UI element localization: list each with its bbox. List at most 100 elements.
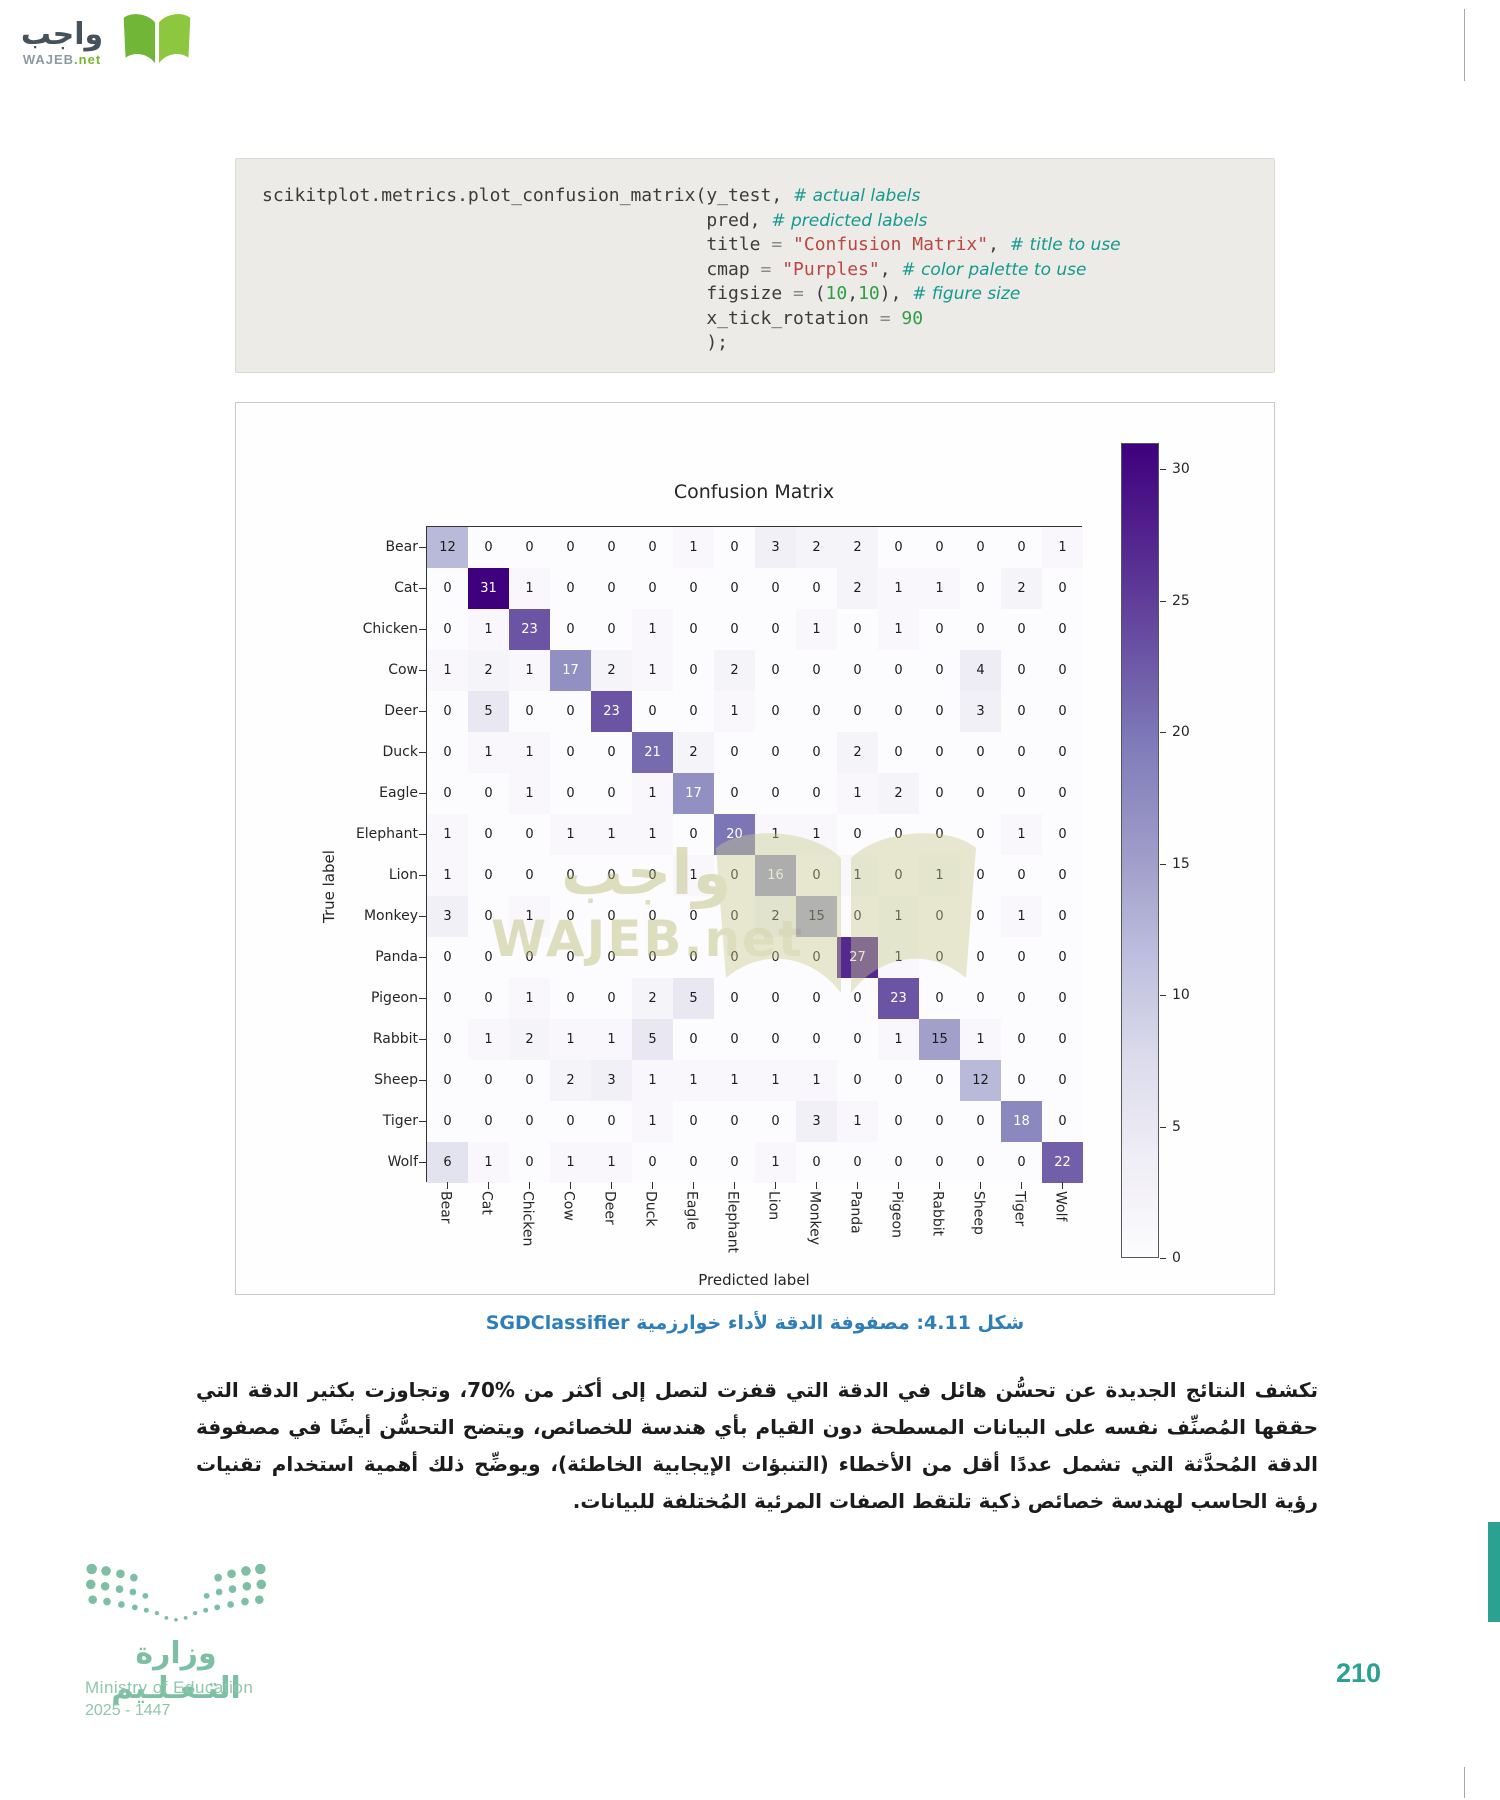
- wajeb-domain-text: WAJEB.net: [12, 52, 112, 67]
- wajeb-net-suffix: .net: [74, 51, 102, 67]
- matrix-cell: 0: [509, 814, 550, 855]
- matrix-cell: 0: [550, 732, 591, 773]
- xtick-mark: [487, 1182, 489, 1189]
- matrix-cell: 0: [1042, 814, 1083, 855]
- ytick-label: Wolf: [387, 1153, 418, 1170]
- matrix-cell: 0: [919, 691, 960, 732]
- matrix-cell: 0: [796, 1019, 837, 1060]
- matrix-cell: 0: [591, 732, 632, 773]
- matrix-cell: 0: [1001, 732, 1042, 773]
- matrix-cell: 0: [673, 814, 714, 855]
- matrix-cell: 0: [1001, 609, 1042, 650]
- code-token: title: [262, 234, 772, 255]
- matrix-cell: 0: [960, 937, 1001, 978]
- ytick-label: Rabbit: [372, 1030, 418, 1047]
- matrix-cell: 0: [714, 1101, 755, 1142]
- matrix-cell: 0: [837, 1060, 878, 1101]
- xtick-mark: [651, 1182, 653, 1189]
- code-token: ,: [847, 283, 859, 304]
- matrix-cell: 0: [1042, 978, 1083, 1019]
- code-token: [771, 259, 782, 280]
- matrix-cell: 0: [1042, 937, 1083, 978]
- matrix-cell: 0: [960, 609, 1001, 650]
- matrix-cell: 0: [714, 568, 755, 609]
- code-token: ,: [988, 234, 1010, 255]
- matrix-cell: 0: [1042, 609, 1083, 650]
- xtick-label: Duck: [642, 1191, 659, 1227]
- matrix-cell: 0: [1042, 773, 1083, 814]
- matrix-cell: 1: [468, 1142, 509, 1183]
- code-token: # color palette to use: [901, 259, 1087, 280]
- matrix-cell: 0: [509, 691, 550, 732]
- matrix-cell: 0: [837, 896, 878, 937]
- matrix-cell: 1: [796, 609, 837, 650]
- ytick-mark: [419, 956, 426, 958]
- matrix-cell: 0: [919, 814, 960, 855]
- body-paragraph: تكشف النتائج الجديدة عن تحسُّن هائل في ا…: [196, 1378, 1318, 1513]
- xtick-label: Panda: [847, 1191, 864, 1234]
- code-line: pred, # predicted labels: [262, 209, 1274, 234]
- matrix-cell: 0: [837, 1019, 878, 1060]
- matrix-cell: 0: [714, 732, 755, 773]
- matrix-cell: 0: [673, 568, 714, 609]
- matrix-cell: 0: [960, 527, 1001, 568]
- matrix-cell: 5: [632, 1019, 673, 1060]
- matrix-cell: 27: [837, 937, 878, 978]
- matrix-cell: 0: [550, 896, 591, 937]
- matrix-cell: 1: [837, 773, 878, 814]
- cbtick-label: 30: [1172, 461, 1190, 478]
- code-token: =: [793, 283, 804, 304]
- matrix-cell: 0: [755, 773, 796, 814]
- code-token: =: [760, 258, 772, 280]
- matrix-cell: 0: [550, 937, 591, 978]
- matrix-cell: 0: [550, 1101, 591, 1142]
- matrix-cell: 0: [427, 609, 468, 650]
- matrix-cell: 2: [509, 1019, 550, 1060]
- matrix-cell: 0: [1042, 732, 1083, 773]
- matrix-cell: 0: [878, 855, 919, 896]
- matrix-cell: 0: [427, 568, 468, 609]
- matrix-cell: 0: [919, 1060, 960, 1101]
- matrix-cell: 5: [673, 978, 714, 1019]
- y-axis-label: True label: [320, 850, 338, 923]
- matrix-cell: 0: [509, 855, 550, 896]
- code-token: ),: [879, 283, 913, 304]
- matrix-cell: 1: [632, 650, 673, 691]
- matrix-cell: 1: [509, 773, 550, 814]
- matrix-cell: 1: [919, 568, 960, 609]
- trim-mark-top: [1464, 9, 1465, 81]
- matrix-cell: 23: [591, 691, 632, 732]
- xtick-mark: [692, 1182, 694, 1189]
- code-line: figsize = (10,10), # figure size: [262, 282, 1274, 307]
- matrix-cell: 23: [509, 609, 550, 650]
- confusion-matrix-figure: Confusion Matrix 12 0 0 0 0 0 1 0 3 2 2 0 0 0 0 1 0 31 1 0 0…: [235, 402, 1275, 1295]
- matrix-cell: 1: [468, 732, 509, 773]
- xtick-mark: [815, 1182, 817, 1189]
- matrix-cell: 1: [509, 896, 550, 937]
- matrix-cell: 1: [673, 1060, 714, 1101]
- matrix-cell: 0: [427, 937, 468, 978]
- matrix-cell: 0: [1042, 855, 1083, 896]
- matrix-cell: 0: [427, 1060, 468, 1101]
- matrix-cell: 0: [960, 732, 1001, 773]
- matrix-cell: 1: [468, 1019, 509, 1060]
- matrix-cell: 0: [960, 978, 1001, 1019]
- matrix-cell: 0: [960, 896, 1001, 937]
- matrix-cell: 1: [509, 568, 550, 609]
- matrix-cell: 0: [755, 978, 796, 1019]
- matrix-cell: 1: [632, 814, 673, 855]
- matrix-cell: 0: [632, 568, 673, 609]
- matrix-cell: 1: [427, 855, 468, 896]
- matrix-cell: 0: [919, 978, 960, 1019]
- code-token: cmap: [262, 258, 761, 280]
- matrix-cell: 1: [468, 609, 509, 650]
- ytick-label: Chicken: [362, 620, 418, 637]
- matrix-cell: 17: [673, 773, 714, 814]
- ytick-mark: [419, 1161, 426, 1163]
- ytick-mark: [419, 710, 426, 712]
- code-token: 10: [825, 283, 848, 304]
- matrix-cell: 0: [837, 978, 878, 1019]
- code-token: 10: [858, 283, 880, 304]
- xtick-mark: [528, 1182, 530, 1189]
- matrix-cell: 6: [427, 1142, 468, 1183]
